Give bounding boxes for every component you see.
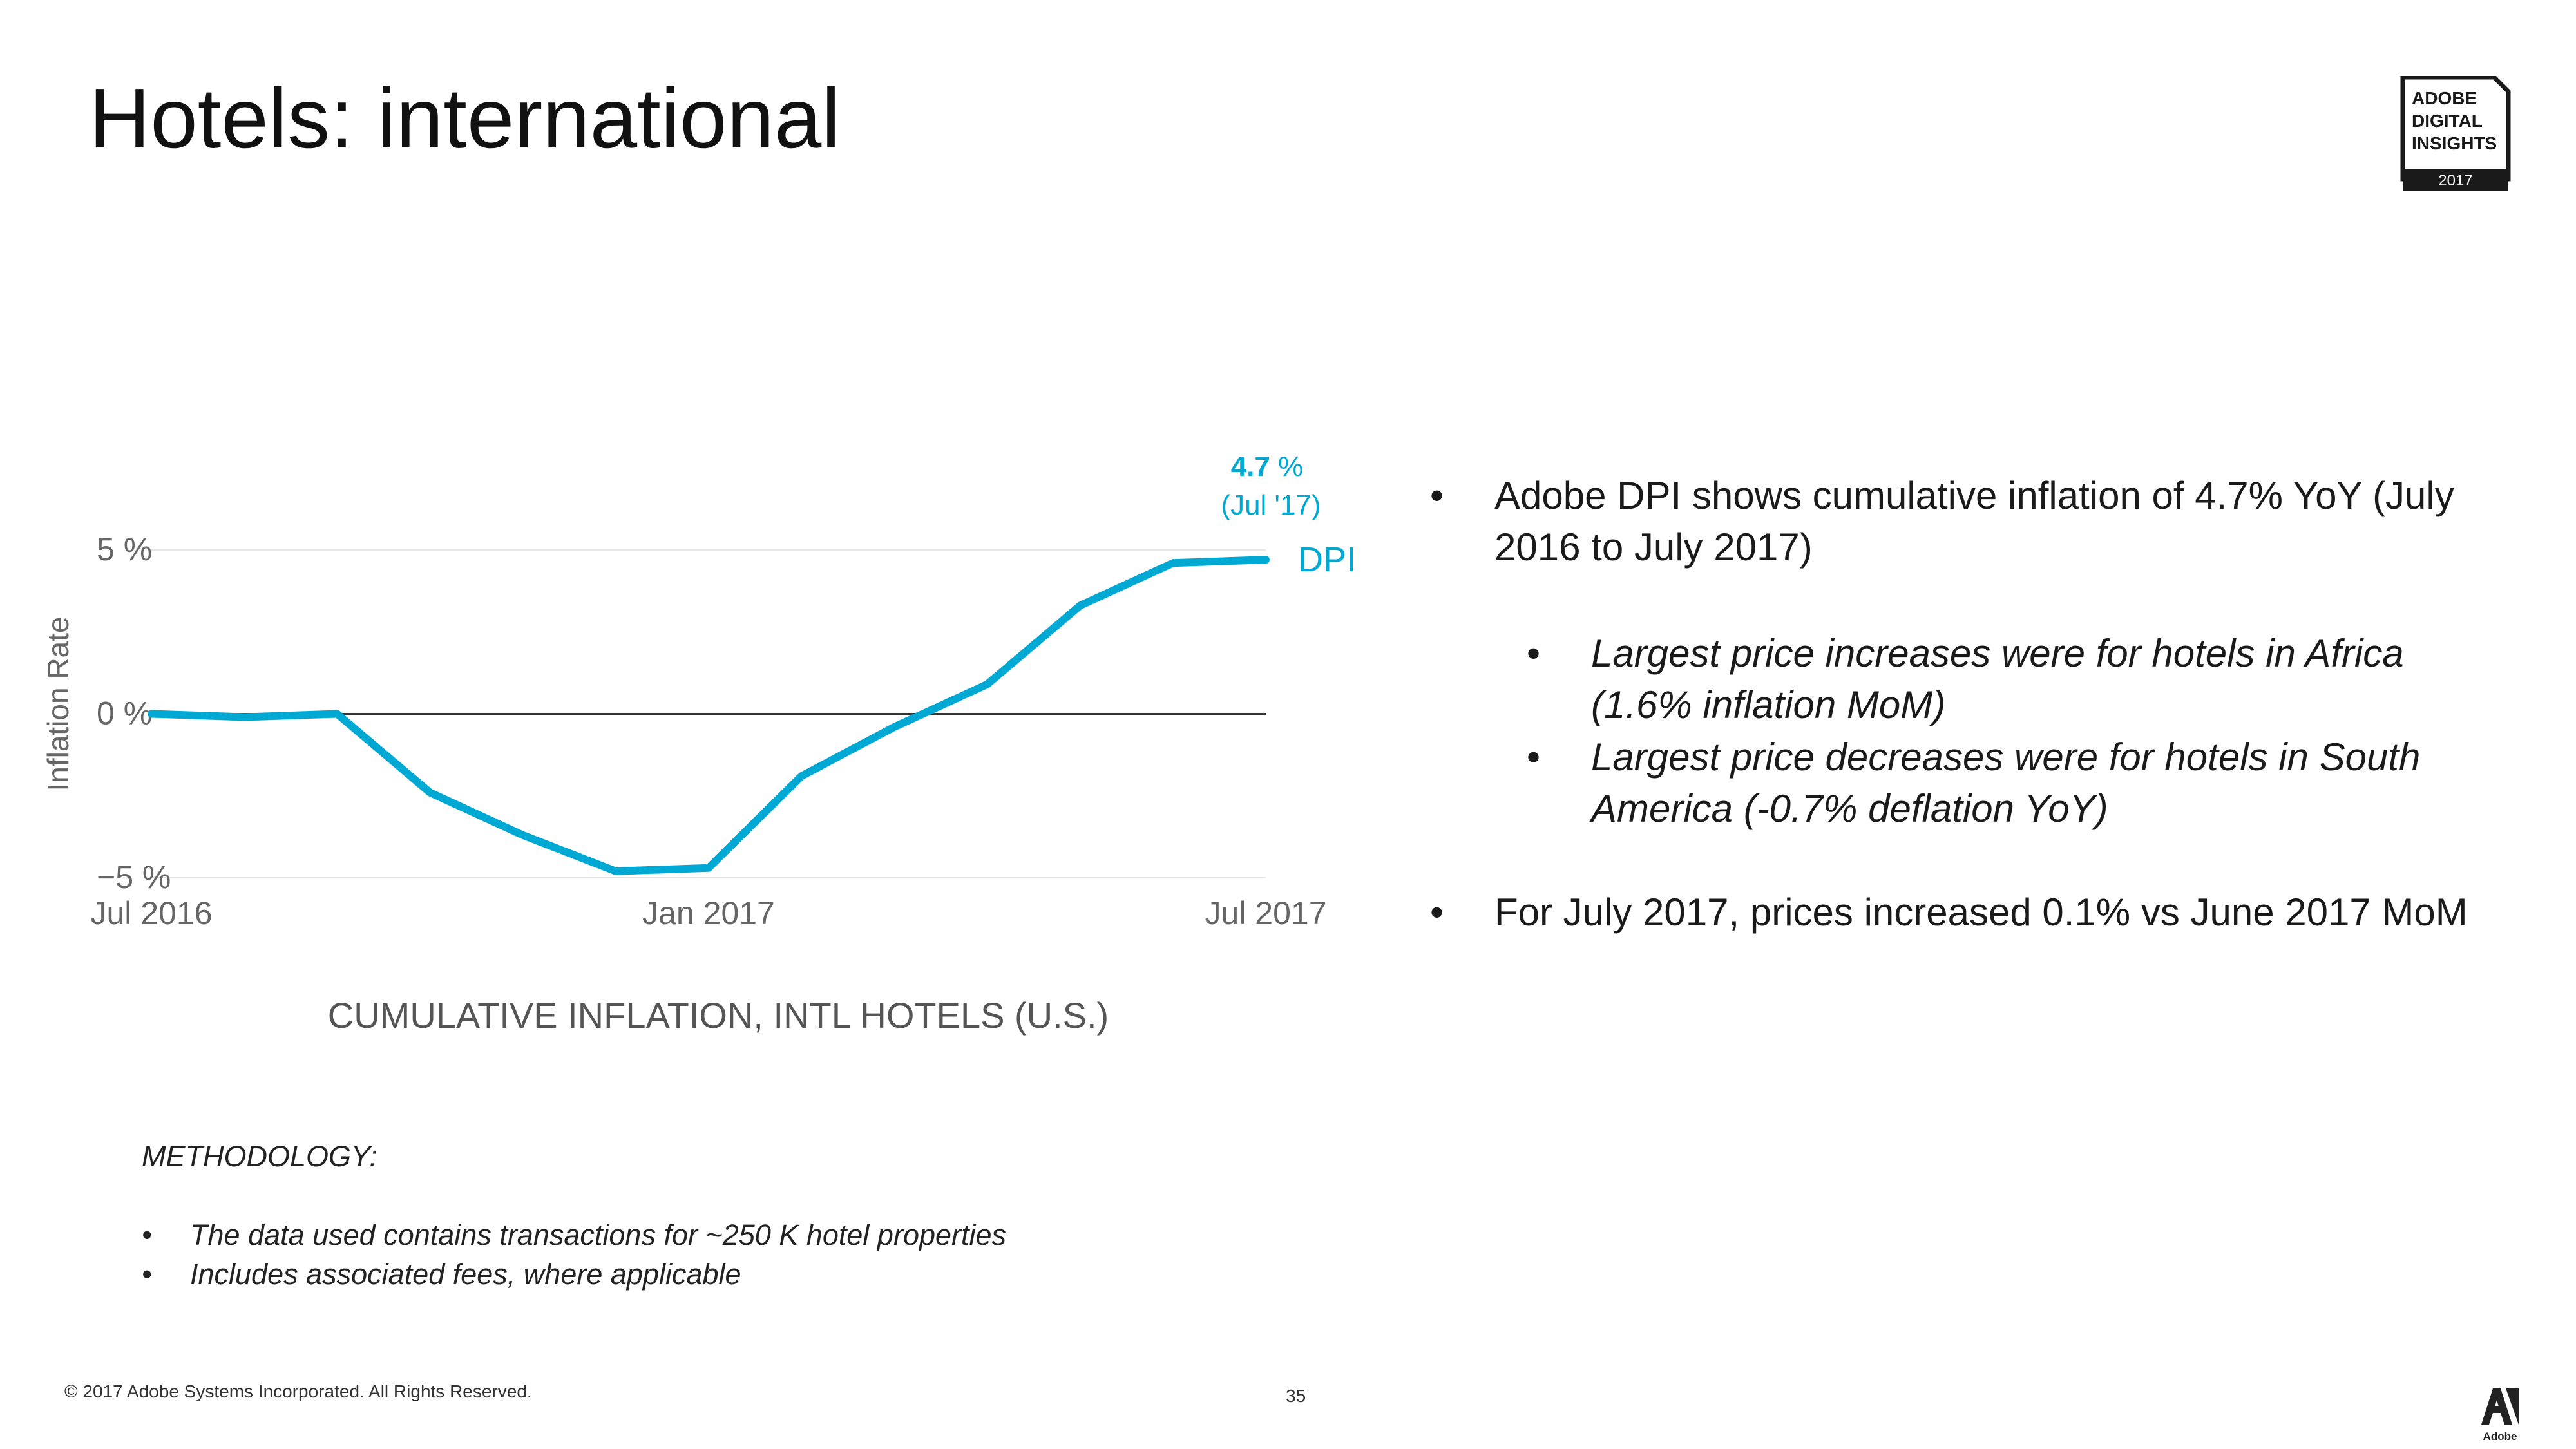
data-point [334, 711, 340, 717]
page-number: 35 [1286, 1386, 1306, 1406]
bullet-dot: • [1430, 474, 1444, 517]
svg-text:2017: 2017 [2438, 172, 2472, 189]
bullet-text: Largest price decreases were for hotels … [1591, 735, 2421, 830]
data-point [427, 790, 433, 795]
data-point [242, 714, 247, 720]
bullet-dot: • [142, 1218, 152, 1251]
methodology-text: The data used contains transactions for … [190, 1218, 1007, 1251]
data-point [1077, 603, 1083, 609]
adobe-logo-icon: Adobe [2481, 1388, 2519, 1443]
data-point [706, 865, 711, 871]
bullet-text: Largest price increases were for hotels … [1591, 632, 2404, 726]
chart-title: CUMULATIVE INFLATION, INTL HOTELS (U.S.) [328, 995, 1109, 1036]
bullet-dot: • [1527, 632, 1541, 675]
bullet-dot: • [1430, 891, 1444, 934]
svg-text:Adobe: Adobe [2483, 1430, 2517, 1443]
annotation-date: (Jul '17) [1221, 489, 1321, 521]
data-point [149, 711, 154, 717]
y-tick-label: −5 % [97, 859, 171, 895]
data-point [613, 868, 618, 874]
bullet-dot: • [142, 1258, 152, 1291]
bullet-dot: • [1527, 735, 1541, 779]
annotation-value: 4.7 % [1231, 451, 1304, 482]
bullet-text: For July 2017, prices increased 0.1% vs … [1494, 891, 2468, 934]
data-point [520, 832, 526, 838]
slide-title: Hotels: international [89, 71, 841, 166]
svg-text:DIGITAL: DIGITAL [2412, 111, 2483, 131]
svg-text:ADOBE: ADOBE [2412, 88, 2477, 108]
copyright-footer: © 2017 Adobe Systems Incorporated. All R… [64, 1381, 532, 1401]
data-point [799, 773, 805, 779]
svg-text:INSIGHTS: INSIGHTS [2412, 133, 2497, 153]
adobe-digital-insights-badge-icon: ADOBE DIGITAL INSIGHTS 2017 [2400, 76, 2511, 191]
data-point [1263, 557, 1268, 563]
y-tick-label: 5 % [97, 531, 152, 567]
bullet-text: Adobe DPI shows cumulative inflation of … [1494, 474, 2454, 569]
methodology-heading: METHODOLOGY: [142, 1140, 377, 1173]
data-point [1170, 560, 1176, 566]
series-line-dpi [148, 556, 1270, 875]
data-point [892, 724, 897, 730]
x-tick-label: Jul 2017 [1205, 895, 1326, 931]
inflation-line-chart: 5 % 0 % −5 %Jul 2016 Jan 2017 Jul 2017 Inflat… [41, 451, 1356, 1036]
data-point [984, 681, 990, 687]
x-tick-label: Jul 2016 [90, 895, 212, 931]
legend-label: DPI [1298, 540, 1356, 579]
y-axis-title: Inflation Rate [41, 616, 75, 791]
methodology-text: Includes associated fees, where applicab… [190, 1258, 741, 1291]
y-tick-label: 0 % [97, 695, 152, 731]
x-tick-label: Jan 2017 [642, 895, 775, 931]
